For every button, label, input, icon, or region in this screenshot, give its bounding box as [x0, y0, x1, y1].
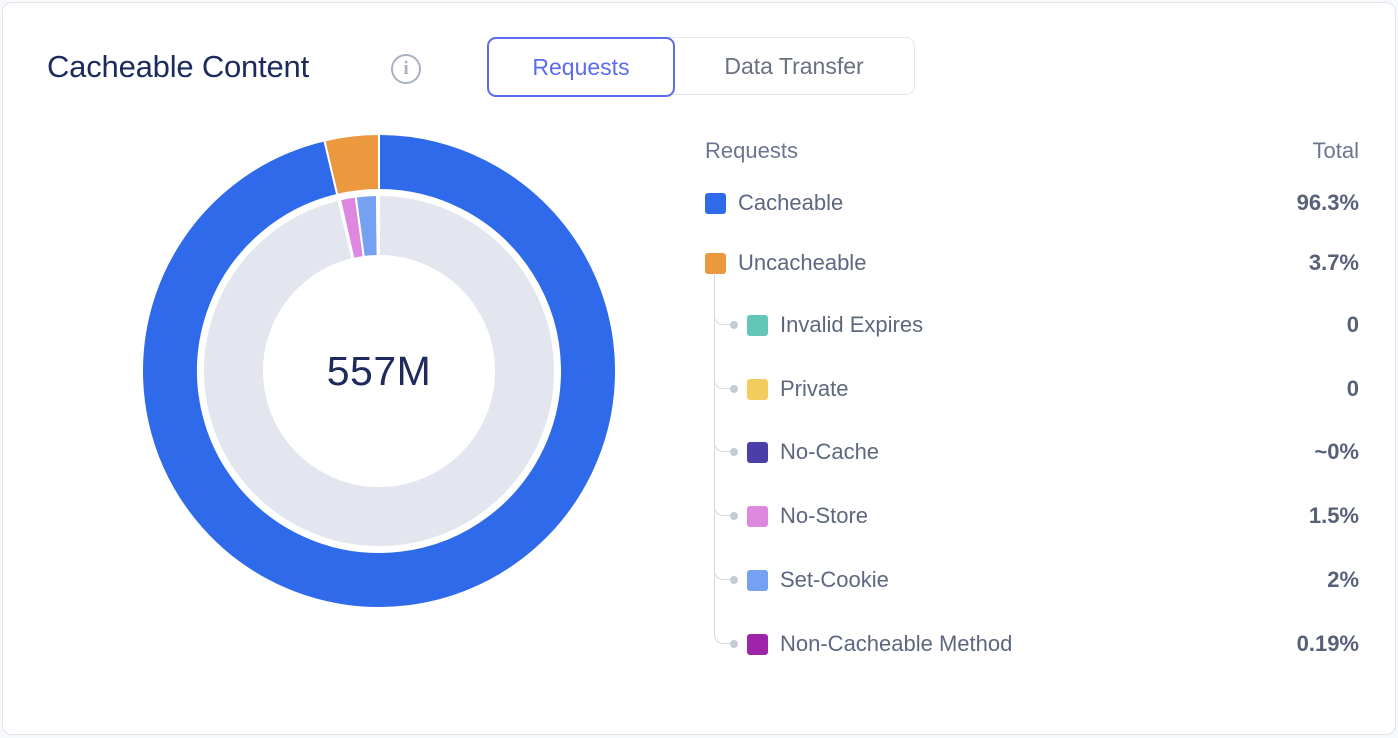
legend-row-invalid-expires[interactable]: Invalid Expires 0	[705, 312, 1359, 338]
tree-node-dot	[730, 321, 738, 329]
tree-node-dot	[730, 385, 738, 393]
swatch-no-store	[747, 505, 768, 527]
tree-node-dot	[730, 448, 738, 456]
swatch-private	[747, 378, 768, 400]
tree-elbow	[714, 373, 730, 389]
legend-value: 0	[1346, 312, 1359, 337]
legend-label: Uncacheable	[738, 250, 867, 275]
legend-label: Set-Cookie	[780, 567, 889, 592]
legend-metric-column: Requests	[705, 138, 798, 163]
legend-value: 0.19%	[1296, 631, 1359, 656]
swatch-non-cacheable-method	[747, 633, 768, 655]
legend-row-non-cacheable-method[interactable]: Non-Cacheable Method 0.19%	[705, 631, 1359, 657]
tab-requests[interactable]: Requests	[487, 37, 675, 97]
swatch-invalid-expires	[747, 314, 768, 336]
view-toggle: Requests Data Transfer	[487, 37, 915, 97]
tree-node-dot	[730, 640, 738, 648]
legend-value: 3.7%	[1308, 250, 1359, 275]
legend-value: 1.5%	[1308, 503, 1359, 528]
legend-label: Private	[780, 376, 849, 401]
tab-data-transfer-label: Data Transfer	[724, 52, 864, 79]
legend-label: Cacheable	[738, 190, 844, 215]
tree-elbow	[714, 436, 730, 452]
tree-elbow	[714, 628, 730, 644]
legend-label: Non-Cacheable Method	[780, 631, 1013, 656]
legend-value: 0	[1346, 376, 1359, 401]
legend-label: No-Store	[780, 503, 869, 528]
legend-value: 2%	[1327, 567, 1359, 592]
swatch-set-cookie	[747, 569, 768, 591]
tab-requests-label: Requests	[532, 53, 630, 80]
legend-total-column: Total	[1312, 138, 1359, 163]
info-icon[interactable]: i	[391, 54, 421, 84]
legend-value: ~0%	[1314, 439, 1359, 464]
legend-value: 96.3%	[1296, 190, 1359, 215]
tree-node-dot	[730, 576, 738, 584]
donut-chart[interactable]: 557M	[140, 132, 618, 610]
page-title: Cacheable Content	[47, 49, 310, 84]
info-icon-glyph: i	[403, 58, 409, 79]
tab-data-transfer[interactable]: Data Transfer	[674, 38, 914, 94]
tree-node-dot	[730, 512, 738, 520]
legend-row-set-cookie[interactable]: Set-Cookie 2%	[705, 567, 1359, 593]
legend-label: Invalid Expires	[780, 312, 924, 337]
tree-elbow	[714, 309, 730, 325]
donut-svg	[141, 133, 617, 609]
swatch-uncacheable	[705, 252, 726, 274]
legend-row-cacheable[interactable]: Cacheable 96.3%	[705, 190, 1359, 216]
legend-header: Requests Total	[705, 138, 1359, 164]
legend: Requests Total Cacheable 96.3% Uncacheab…	[705, 3, 1359, 703]
legend-label: No-Cache	[780, 439, 880, 464]
legend-row-private[interactable]: Private 0	[705, 376, 1359, 402]
swatch-cacheable	[705, 192, 726, 214]
tree-elbow	[714, 500, 730, 516]
tree-elbow	[714, 564, 730, 580]
swatch-no-cache	[747, 441, 768, 463]
legend-row-no-cache[interactable]: No-Cache ~0%	[705, 439, 1359, 465]
legend-row-no-store[interactable]: No-Store 1.5%	[705, 503, 1359, 529]
tree-trunk-line	[714, 273, 715, 636]
legend-row-uncacheable[interactable]: Uncacheable 3.7%	[705, 250, 1359, 276]
